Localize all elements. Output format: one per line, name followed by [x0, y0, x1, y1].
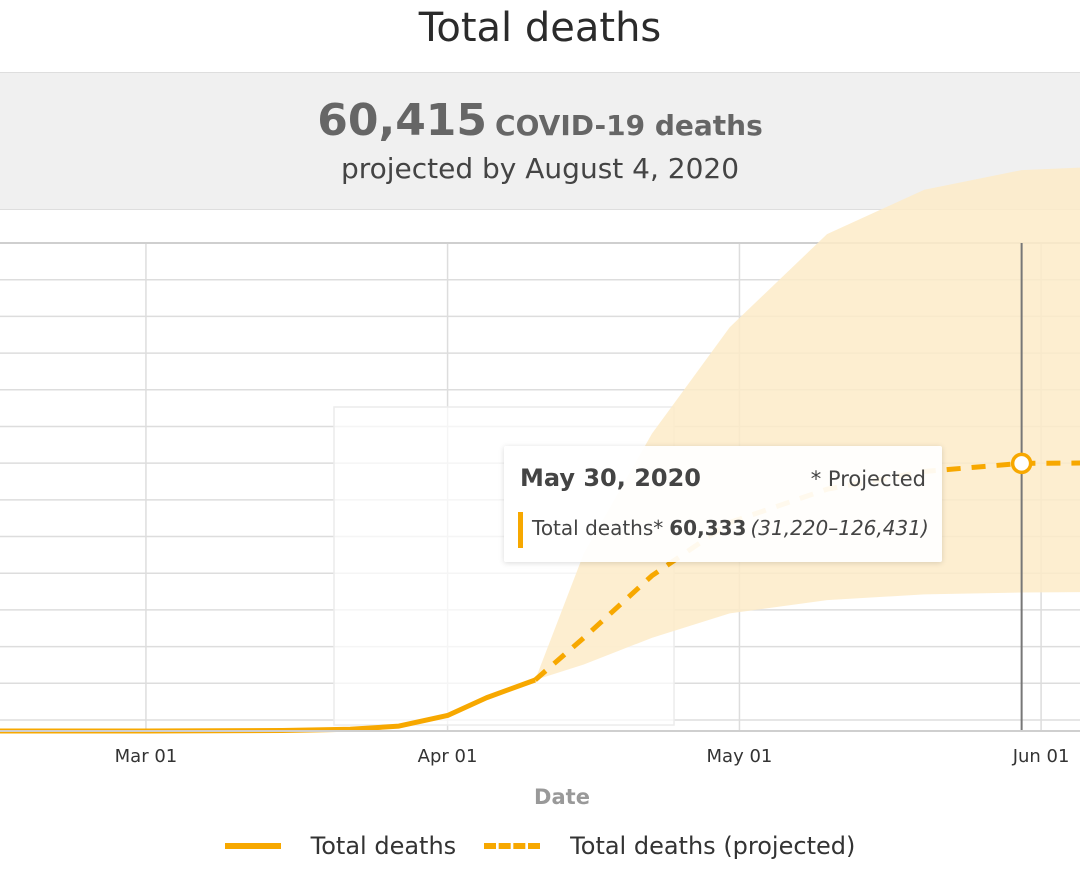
summary-unit: COVID-19 deaths	[495, 109, 763, 142]
tooltip-value: 60,333	[669, 516, 747, 540]
x-tick-label: May 01	[707, 746, 773, 767]
legend-item-total-deaths[interactable]: Total deaths	[224, 832, 457, 860]
tooltip: May 30, 2020 * Projected Total deaths* 60…	[504, 446, 942, 562]
tooltip-series-row: Total deaths* 60,333 (31,220–126,431)	[532, 516, 929, 540]
summary-subtitle: projected by August 4, 2020	[340, 152, 740, 185]
legend-label-total-deaths: Total deaths	[310, 832, 457, 860]
page-title: Total deaths	[418, 5, 662, 51]
summary-number: 60,415	[317, 95, 488, 146]
x-tick-label: Mar 01	[115, 746, 178, 767]
x-tick-label: Jun 01	[1012, 746, 1070, 767]
x-axis-ticks: Mar 01 Apr 01 May 01 Jun 01	[115, 746, 1070, 767]
tooltip-range: (31,220–126,431)	[750, 516, 929, 540]
chart-legend: Total deaths Total deaths (projected)	[0, 826, 1080, 866]
tooltip-series-swatch	[518, 512, 523, 548]
hover-point-marker[interactable]	[1010, 452, 1033, 475]
legend-swatch-solid	[224, 843, 281, 849]
legend-item-total-deaths-projected[interactable]: Total deaths (projected)	[484, 832, 855, 860]
x-axis-label: Date	[534, 785, 590, 809]
tooltip-projected-note: * Projected	[810, 467, 926, 491]
summary-box: 60,415 COVID-19 deaths projected by Augus…	[0, 72, 1080, 210]
summary-headline: 60,415 COVID-19 deaths	[0, 95, 1080, 147]
tooltip-series-label: Total deaths*	[532, 516, 664, 540]
tooltip-date: May 30, 2020	[520, 464, 702, 492]
legend-swatch-dashed	[484, 843, 541, 849]
x-tick-label: Apr 01	[418, 746, 478, 767]
legend-label-total-deaths-projected: Total deaths (projected)	[570, 832, 856, 860]
